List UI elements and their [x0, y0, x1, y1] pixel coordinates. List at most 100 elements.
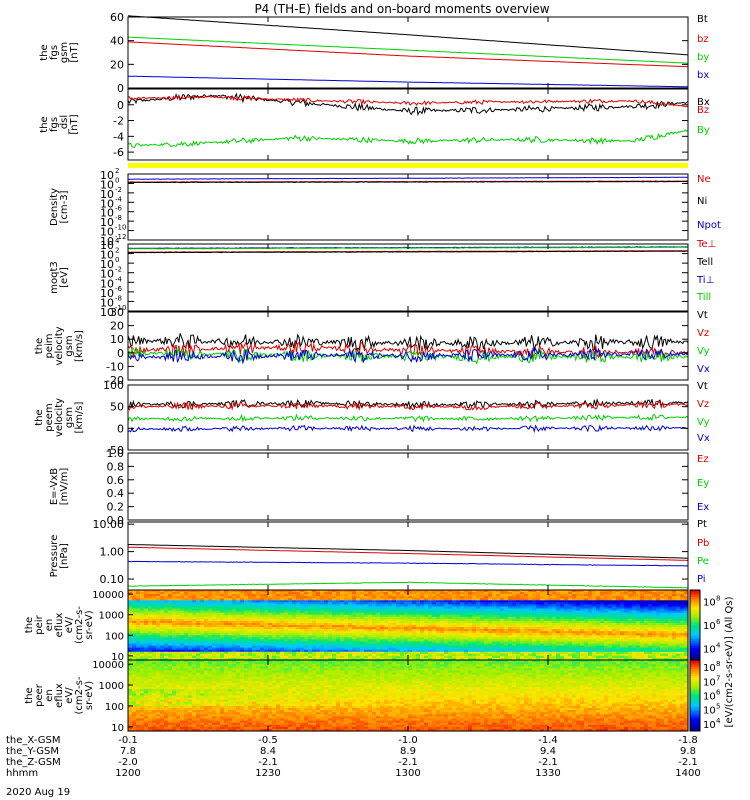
heatmap-cell — [612, 618, 617, 622]
heatmap-cell — [328, 610, 333, 614]
heatmap-cell — [260, 600, 265, 603]
heatmap-cell — [164, 631, 169, 634]
heatmap-cell — [228, 620, 233, 624]
heatmap-cell — [188, 622, 193, 626]
heatmap-cell — [128, 649, 133, 653]
heatmap-cell — [644, 649, 649, 653]
heatmap-cell — [200, 653, 205, 657]
heatmap-cell — [660, 602, 665, 606]
heatmap-cell — [504, 614, 509, 618]
heatmap-cell — [292, 653, 297, 657]
heatmap-cell — [520, 631, 525, 634]
heatmap-cell — [204, 608, 209, 612]
heatmap-cell — [456, 633, 461, 636]
heatmap-cell — [672, 620, 677, 624]
heatmap-cell — [600, 647, 605, 651]
heatmap-cell — [572, 614, 577, 618]
heatmap-cell — [620, 600, 625, 603]
heatmap-cell — [640, 592, 645, 595]
heatmap-cell — [468, 592, 473, 595]
heatmap-cell — [456, 618, 461, 622]
heatmap-cell — [628, 622, 633, 626]
heatmap-cell — [668, 622, 673, 626]
heatmap-cell — [432, 645, 437, 649]
heatmap-cell — [348, 602, 353, 606]
heatmap-cell — [352, 608, 357, 612]
heatmap-cell — [616, 616, 621, 620]
heatmap-cell — [188, 610, 193, 614]
heatmap-cell — [164, 592, 169, 595]
heatmap-cell — [448, 616, 453, 620]
heatmap-cell — [272, 627, 277, 630]
heatmap-cell — [516, 620, 521, 624]
heatmap-cell — [380, 629, 385, 632]
heatmap-cell — [300, 633, 305, 636]
heatmap-cell — [488, 631, 493, 634]
heatmap-cell — [136, 655, 141, 659]
heatmap-cell — [360, 635, 365, 638]
heatmap-cell — [540, 608, 545, 612]
heatmap-cell — [156, 629, 161, 632]
heatmap-cell — [320, 649, 325, 653]
heatmap-cell — [140, 651, 145, 655]
heatmap-cell — [592, 633, 597, 636]
heatmap-cell — [524, 627, 529, 630]
heatmap-cell — [168, 590, 173, 593]
heatmap-cell — [272, 657, 277, 661]
heatmap-cell — [588, 622, 593, 626]
heatmap-cell — [172, 616, 177, 620]
heatmap-cell — [576, 606, 581, 610]
heatmap-cell — [220, 606, 225, 610]
heatmap-cell — [468, 631, 473, 634]
heatmap-cell — [448, 625, 453, 628]
heatmap-cell — [188, 657, 193, 661]
heatmap-cell — [168, 651, 173, 655]
heatmap-cell — [132, 600, 137, 603]
heatmap-cell — [632, 625, 637, 628]
heatmap-cell — [172, 625, 177, 628]
legend-Ey: Ey — [697, 478, 709, 489]
heatmap-cell — [512, 596, 517, 599]
heatmap-cell — [296, 625, 301, 628]
heatmap-cell — [416, 635, 421, 638]
heatmap-cell — [528, 604, 533, 608]
heatmap-cell — [512, 622, 517, 626]
heatmap-cell — [548, 657, 553, 661]
heatmap-cell — [524, 610, 529, 614]
heatmap-cell — [560, 598, 565, 601]
heatmap-cell — [212, 633, 217, 636]
y-tick-label: 0.0 — [107, 514, 125, 527]
heatmap-cell — [128, 645, 133, 649]
heatmap-cell — [456, 602, 461, 606]
heatmap-cell — [440, 618, 445, 622]
heatmap-cell — [180, 612, 185, 616]
heatmap-cell — [544, 645, 549, 649]
heatmap-cell — [612, 655, 617, 659]
heatmap-cell — [220, 657, 225, 661]
heatmap-cell — [456, 600, 461, 603]
heatmap-cell — [384, 655, 389, 659]
heatmap-cell — [204, 633, 209, 636]
y-tick-base: 10 — [100, 277, 114, 290]
heatmap-cell — [624, 641, 629, 645]
heatmap-cell — [180, 610, 185, 614]
heatmap-cell — [612, 657, 617, 661]
heatmap-cell — [312, 598, 317, 601]
heatmap-cell — [404, 637, 409, 641]
heatmap-cell — [256, 643, 261, 647]
heatmap-cell — [516, 625, 521, 628]
heatmap-cell — [172, 641, 177, 645]
heatmap-cell — [280, 629, 285, 632]
heatmap-cell — [284, 620, 289, 624]
heatmap-cell — [572, 606, 577, 610]
heatmap-cell — [264, 592, 269, 595]
heatmap-cell — [264, 639, 269, 643]
heatmap-cell — [428, 651, 433, 655]
heatmap-cell — [344, 635, 349, 638]
heatmap-cell — [152, 608, 157, 612]
y-tick-label: 1.00 — [100, 546, 125, 559]
heatmap-cell — [400, 606, 405, 610]
heatmap-cell — [532, 596, 537, 599]
y-axis-label: thepeemvelocitygsm[km/s] — [34, 398, 85, 437]
heatmap-cell — [248, 629, 253, 632]
